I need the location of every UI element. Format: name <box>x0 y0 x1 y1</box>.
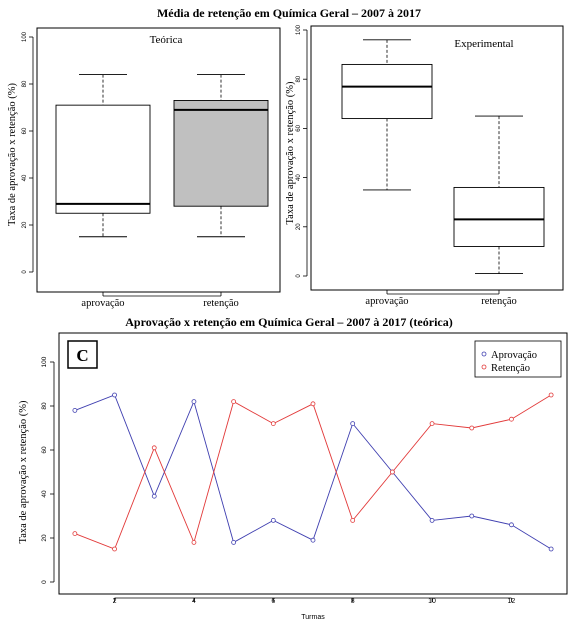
panel-label: C <box>76 346 88 365</box>
y-tick-label: 20 <box>296 223 302 230</box>
x-tick-label: 2 <box>113 598 117 605</box>
x-tick-label: 12 <box>508 598 516 605</box>
boxplot-panel-1: Teórica 0 20 40 60 80 100 Taxa de aprovação x r… <box>7 27 281 309</box>
data-point <box>509 522 514 528</box>
data-point <box>429 421 435 427</box>
panel-label-box <box>67 340 98 369</box>
y-tick-label: 40 <box>296 174 302 181</box>
box-1 <box>55 74 151 238</box>
series-line <box>74 394 552 550</box>
x-tick-label: 6 <box>271 598 275 605</box>
legend-marker <box>481 351 487 357</box>
data-point <box>270 518 276 523</box>
data-point <box>151 445 157 451</box>
data-point <box>231 540 237 545</box>
y-tick-label: 40 <box>22 174 28 181</box>
y-tick-label: 60 <box>296 124 302 131</box>
y-tick-label: 100 <box>296 24 302 35</box>
series-line <box>74 394 552 550</box>
data-point <box>548 392 554 398</box>
data-point <box>112 546 117 552</box>
category-label: retenção <box>481 296 517 307</box>
top-figure-title: Média de retenção em Química Geral – 200… <box>156 6 422 20</box>
box-2 <box>453 115 545 274</box>
box-body <box>173 99 269 207</box>
box-body <box>453 186 545 247</box>
data-point <box>350 421 356 427</box>
category-label: aprovação <box>365 296 408 307</box>
x-tick-label: 10 <box>428 598 436 605</box>
series-retenção <box>72 392 554 552</box>
legend-marker <box>481 364 487 370</box>
box-body <box>341 63 433 120</box>
data-point <box>310 401 316 407</box>
y-tick-label: 60 <box>22 127 28 134</box>
data-point <box>548 546 554 552</box>
plot-frame <box>310 25 564 291</box>
y-tick-label: 100 <box>22 31 28 42</box>
y-axis-label: Taxa de aprovação x retenção (%) <box>18 400 29 543</box>
line-chart-panel: C 0 20 40 60 80 100 Taxa de aprovação x retençã… <box>18 332 568 621</box>
plot-frame <box>36 27 281 293</box>
y-tick-label: 20 <box>41 534 48 542</box>
category-label: retenção <box>203 298 239 309</box>
y-tick-label: 80 <box>296 75 302 82</box>
data-point <box>191 399 197 405</box>
panel-subtitle: Experimental <box>454 38 513 50</box>
y-tick-label: 0 <box>296 274 302 278</box>
data-point <box>151 493 157 499</box>
y-tick-label: 0 <box>22 270 28 274</box>
y-tick-label: 100 <box>41 356 48 367</box>
boxplot-panel-2: Experimental 0 20 40 60 80 100 Taxa de aprovaçã… <box>285 24 564 307</box>
y-axis-label: Taxa de aprovação x retenção (%) <box>285 81 296 224</box>
y-tick-label: 80 <box>22 80 28 87</box>
y-axis-label: Taxa de aprovação x retenção (%) <box>7 83 18 226</box>
data-point <box>112 392 117 398</box>
data-point <box>389 469 395 475</box>
series-aprovação <box>72 392 554 552</box>
data-point <box>191 540 197 545</box>
x-tick-label: 4 <box>192 598 196 605</box>
data-point <box>429 518 435 523</box>
legend: Aprovação Retenção <box>474 340 562 378</box>
data-point <box>72 407 78 413</box>
y-tick-label: 20 <box>22 221 28 228</box>
y-tick-label: 40 <box>41 490 48 498</box>
legend-label: Retenção <box>491 363 530 374</box>
bottom-figure-title: Aprovação x retenção em Química Geral – … <box>125 315 453 329</box>
data-point <box>270 421 276 427</box>
data-point <box>72 531 78 536</box>
y-tick-label: 80 <box>41 402 48 410</box>
data-point <box>509 416 514 422</box>
x-tick-label: 8 <box>351 598 355 605</box>
y-tick-label: 0 <box>41 580 48 584</box>
category-label: aprovação <box>81 298 124 309</box>
data-point <box>350 518 356 523</box>
box-1 <box>341 39 433 191</box>
data-point <box>310 537 316 543</box>
legend-label: Aprovação <box>491 350 537 361</box>
panel-subtitle: Teórica <box>150 34 183 46</box>
box-body <box>55 104 151 214</box>
plot-frame <box>58 332 568 595</box>
data-point <box>469 425 475 431</box>
legend-frame <box>474 340 562 378</box>
x-axis-label: Turmas <box>301 614 325 621</box>
box-2 <box>173 74 269 238</box>
data-point <box>469 513 475 519</box>
y-tick-label: 60 <box>41 446 48 454</box>
data-point <box>231 399 237 405</box>
